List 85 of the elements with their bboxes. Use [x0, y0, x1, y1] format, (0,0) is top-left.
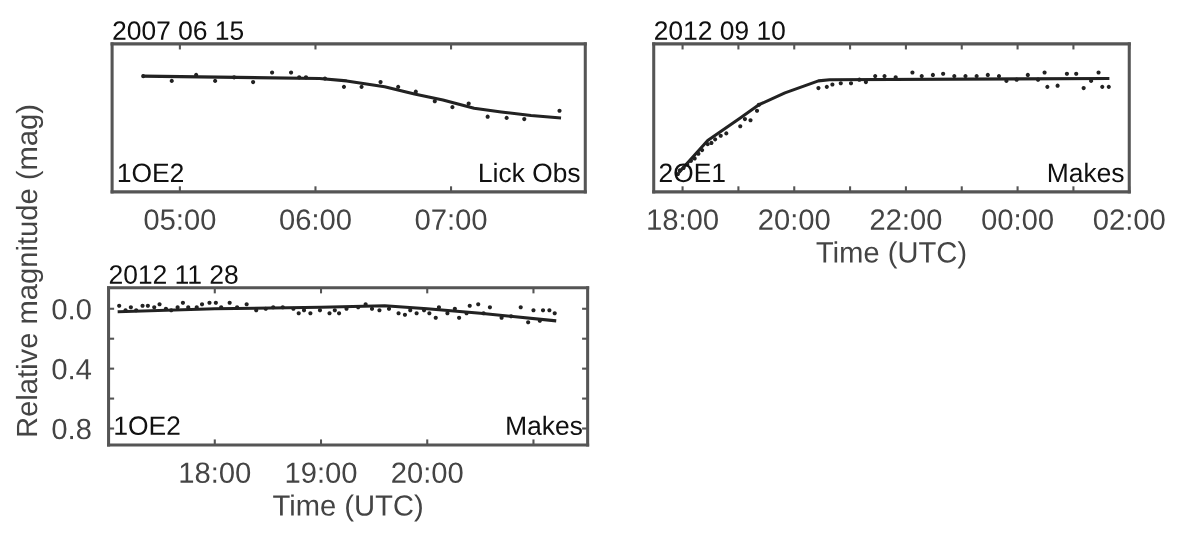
x-tick-label: 02:00 — [1093, 209, 1165, 230]
point — [824, 84, 829, 89]
point — [1106, 84, 1111, 89]
point — [1074, 71, 1079, 76]
point — [748, 118, 753, 123]
point — [941, 71, 946, 76]
x-axis-title: Time (UTC) — [816, 241, 966, 269]
chart-title: 2012 09 10 — [655, 21, 785, 40]
point — [504, 115, 509, 120]
x-tick-label: 07:00 — [415, 209, 487, 230]
point — [688, 158, 694, 163]
annotation: Makes — [507, 415, 582, 436]
x-tick-label: 06:00 — [280, 209, 351, 230]
point — [341, 84, 347, 89]
point — [754, 108, 760, 113]
point — [485, 114, 490, 119]
annotation: 1OE2 — [115, 416, 180, 436]
point — [522, 116, 527, 122]
point — [952, 74, 957, 79]
point — [696, 151, 701, 156]
point — [974, 74, 979, 79]
x-axis-title: Time (UTC) — [273, 494, 422, 522]
x-tick-label: 18:00 — [648, 209, 718, 230]
point — [857, 77, 862, 82]
x-tick-label: 19:00 — [286, 462, 357, 484]
point — [705, 142, 710, 147]
point — [396, 84, 401, 89]
point — [724, 131, 729, 136]
point — [756, 102, 761, 107]
point — [738, 124, 743, 129]
point — [700, 148, 705, 153]
annotation: Lick Obs — [480, 162, 580, 183]
x-tick-label: 05:00 — [144, 209, 216, 230]
point — [288, 70, 294, 75]
point — [882, 74, 887, 79]
point — [270, 70, 275, 75]
point — [718, 133, 723, 138]
point — [713, 137, 718, 142]
x-tick-label: 00:00 — [982, 209, 1053, 230]
point — [919, 74, 924, 79]
point — [1045, 84, 1050, 89]
point — [930, 72, 935, 78]
point — [1042, 70, 1047, 75]
x-tick-label: 20:00 — [392, 462, 463, 484]
chart-title: 2007 06 15 — [113, 21, 244, 40]
point — [816, 85, 821, 91]
x-tick-label: 18:00 — [180, 462, 251, 484]
point — [359, 84, 364, 89]
point — [742, 116, 747, 122]
y-tick-label: 0.0 — [52, 298, 91, 320]
point — [232, 75, 237, 80]
point — [996, 74, 1002, 79]
point — [432, 99, 437, 104]
point — [963, 74, 968, 79]
point — [141, 74, 146, 79]
point — [873, 74, 878, 79]
point — [303, 75, 309, 80]
point — [709, 140, 714, 146]
y-tick-label: 0.8 — [52, 418, 91, 440]
point — [169, 78, 174, 83]
point — [450, 105, 455, 110]
annotation: Makes — [1048, 162, 1124, 183]
x-tick-label: 20:00 — [759, 209, 830, 230]
point — [1081, 85, 1086, 91]
annotation: 2OE1 — [659, 163, 725, 183]
point — [378, 80, 383, 85]
point — [1025, 72, 1030, 78]
point — [213, 78, 218, 83]
y-axis-title: Relative magnitude (mag) — [15, 105, 44, 436]
point — [985, 72, 990, 78]
x-tick-label: 22:00 — [870, 209, 942, 230]
point — [251, 80, 256, 85]
point — [863, 80, 868, 85]
y-tick-label: 0.4 — [52, 358, 92, 380]
point — [1096, 70, 1101, 75]
annotation: 1OE2 — [118, 163, 183, 183]
point — [413, 89, 418, 94]
point — [1035, 77, 1041, 82]
point — [848, 81, 854, 86]
point — [1014, 77, 1019, 82]
point — [1100, 84, 1105, 89]
point — [838, 81, 843, 86]
point — [297, 75, 302, 80]
chart-title: 2012 11 28 — [109, 265, 238, 284]
point — [1064, 71, 1069, 76]
